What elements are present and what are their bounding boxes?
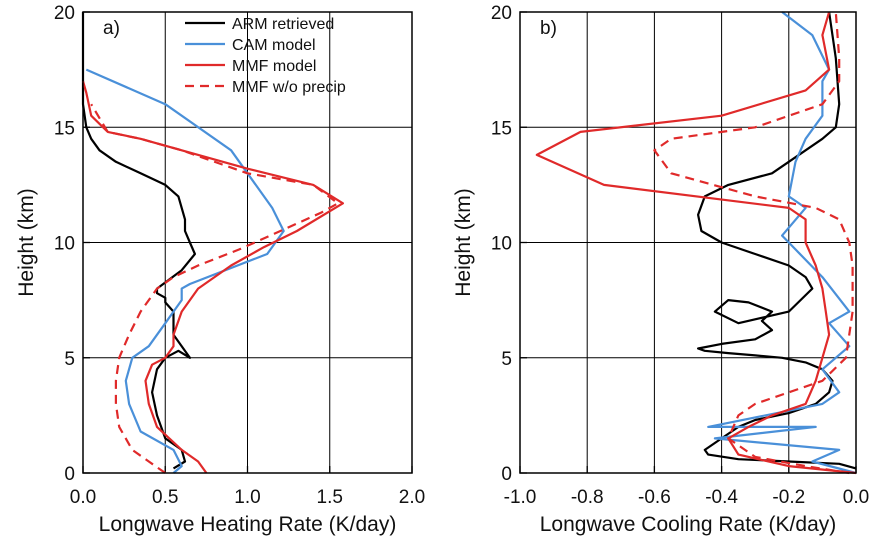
y-tick-label: 5 xyxy=(501,349,512,370)
x-tick-label: 0.5 xyxy=(152,487,178,508)
x-tick-label: 0.0 xyxy=(843,487,869,508)
panel-b: -1.0 -0.8 -0.6 -0.4 -0.2 0.0 0 5 10 15 20 Longwave … xyxy=(452,3,869,536)
panel-label: b) xyxy=(540,18,557,39)
y-axis-label: Height (km) xyxy=(15,188,38,297)
x-tick-label: -0.6 xyxy=(638,487,671,508)
plot-frame xyxy=(82,11,413,474)
y-axis-label: Height (km) xyxy=(452,188,475,297)
x-axis-label: Longwave Cooling Rate (K/day) xyxy=(540,513,837,536)
x-tick-label: -1.0 xyxy=(504,487,537,508)
legend-label: ARM retrieved xyxy=(232,16,334,33)
x-axis-label: Longwave Heating Rate (K/day) xyxy=(99,513,397,536)
y-tick-label: 10 xyxy=(491,234,512,255)
x-tick-label: -0.8 xyxy=(571,487,604,508)
y-tick-label: 0 xyxy=(501,464,512,485)
y-tick-label: 20 xyxy=(491,3,512,24)
panel-label: a) xyxy=(103,18,120,39)
series-line-mmf-w-o-precip xyxy=(653,11,854,475)
legend-label: MMF model xyxy=(232,58,316,75)
series-line-cam-model xyxy=(85,68,285,474)
y-tick-label: 15 xyxy=(491,118,512,139)
y-tick-label: 20 xyxy=(54,3,75,24)
x-tick-label: 2.0 xyxy=(399,487,425,508)
series-line-mmf-model xyxy=(535,11,857,475)
x-tick-label: 1.5 xyxy=(317,487,343,508)
plot-frame xyxy=(519,11,857,474)
y-tick-label: 0 xyxy=(64,464,75,485)
y-tick-label: 15 xyxy=(54,118,75,139)
x-tick-label: -0.4 xyxy=(705,487,738,508)
series-line-mmf-w-o-precip xyxy=(90,103,340,474)
panel-a: 0.0 0.5 1.0 1.5 2.0 0 5 10 15 20 Longwave Heating … xyxy=(15,3,425,536)
legend-label: CAM model xyxy=(232,37,316,54)
x-tick-label: 1.0 xyxy=(234,487,260,508)
x-tick-label: 0.0 xyxy=(70,487,96,508)
legend-label: MMF w/o precip xyxy=(232,79,346,96)
y-tick-label: 10 xyxy=(54,234,75,255)
series-line-mmf-model xyxy=(81,80,344,474)
y-tick-label: 5 xyxy=(64,349,75,370)
series-line-arm-retrieved xyxy=(81,12,196,470)
x-tick-label: -0.2 xyxy=(772,487,805,508)
series-line-arm-retrieved xyxy=(696,11,857,470)
